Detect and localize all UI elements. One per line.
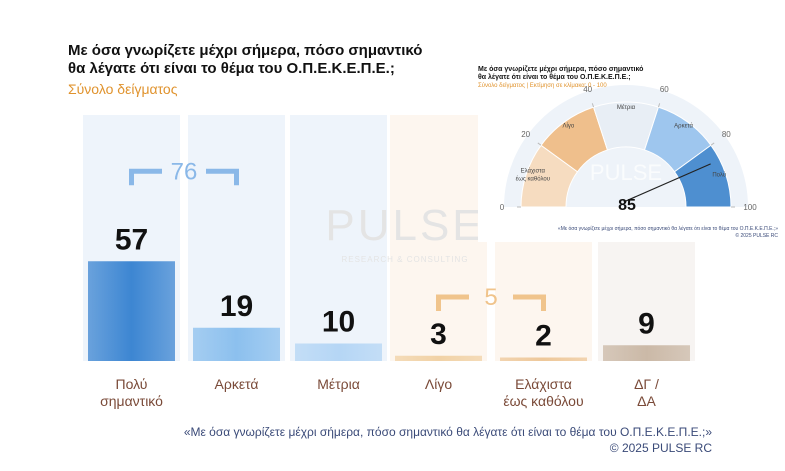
tick-mark	[710, 142, 715, 146]
band-label-line: Πολύ	[712, 173, 726, 179]
tick-label: 100	[743, 203, 757, 212]
value-label: 9	[638, 307, 655, 340]
needle	[623, 163, 711, 203]
bar	[193, 327, 280, 361]
x-tick-label: Λίγο	[424, 376, 453, 392]
value-label: 19	[220, 290, 253, 323]
tick-label: 60	[660, 85, 669, 94]
x-tick-label: Πολύ σημαντικό	[100, 376, 163, 409]
tick-mark	[591, 103, 595, 108]
gauge-footer: «Με όσα γνωρίζετε μέχρι σήμερα, πόσο σημ…	[558, 225, 778, 232]
band-label-line: Λίγο	[563, 124, 575, 130]
chart-title: Με όσα γνωρίζετε μέχρι σήμερα, πόσο σημα…	[68, 42, 423, 77]
watermark: PULSE	[325, 201, 484, 250]
bar	[500, 357, 587, 361]
tick-mark	[537, 142, 542, 146]
gauge-subtitle: Σύνολο δείγματος | Εκτίμηση σε κλίμακα: …	[478, 83, 607, 89]
x-tick-label: ΔΓ / ΔΑ	[634, 376, 659, 409]
band-label: Αρκετά	[674, 123, 693, 130]
column-panel	[290, 115, 387, 361]
column-panel	[390, 115, 487, 361]
band-label: Λίγο	[563, 124, 575, 130]
bar	[395, 355, 482, 361]
copyright: © 2025 PULSE RC	[610, 441, 713, 455]
gauge-value: 85	[618, 197, 636, 214]
tick-label: 80	[722, 130, 731, 139]
bracket	[436, 294, 546, 311]
gauge-title: Με όσα γνωρίζετε μέχρι σήμερα, πόσο σημα…	[478, 66, 644, 81]
bracket-label: 76	[171, 158, 198, 185]
tick-label: 40	[583, 85, 592, 94]
value-label: 3	[430, 318, 447, 351]
x-tick-label: Μέτρια	[317, 376, 360, 392]
band-label: Ελάχιστα έως καθόλου	[516, 168, 550, 183]
tick-label: 0	[500, 203, 505, 212]
x-tick-label: Αρκετά	[214, 376, 259, 392]
watermark: PULSE	[590, 160, 662, 185]
band-label-line: Αρκετά	[674, 123, 693, 130]
bar	[295, 343, 382, 361]
gauge-copyright: © 2025 PULSE RC	[735, 232, 778, 239]
chart-subtitle: Σύνολο δείγματος	[68, 81, 178, 97]
value-label: 10	[322, 306, 355, 339]
bar	[88, 261, 175, 361]
tick-mark	[657, 103, 661, 108]
watermark-sub: RESEARCH & CONSULTING	[341, 255, 468, 264]
band-label: Πολύ	[712, 173, 726, 179]
bar	[603, 345, 690, 361]
value-label: 57	[115, 223, 148, 256]
band-label-line: Ελάχιστα	[521, 168, 546, 175]
column-panel	[188, 115, 285, 361]
footer: «Με όσα γνωρίζετε μέχρι σήμερα, πόσο σημ…	[184, 425, 712, 439]
bracket-label: 5	[484, 284, 497, 311]
band-label: Μέτρια	[617, 104, 636, 111]
x-tick-label: Ελάχιστα έως καθόλου	[503, 376, 584, 409]
band-label-line: έως καθόλου	[516, 176, 550, 183]
band-label-line: Μέτρια	[617, 104, 636, 111]
value-label: 2	[535, 320, 552, 353]
bracket	[129, 168, 239, 186]
tick-label: 20	[521, 130, 530, 139]
